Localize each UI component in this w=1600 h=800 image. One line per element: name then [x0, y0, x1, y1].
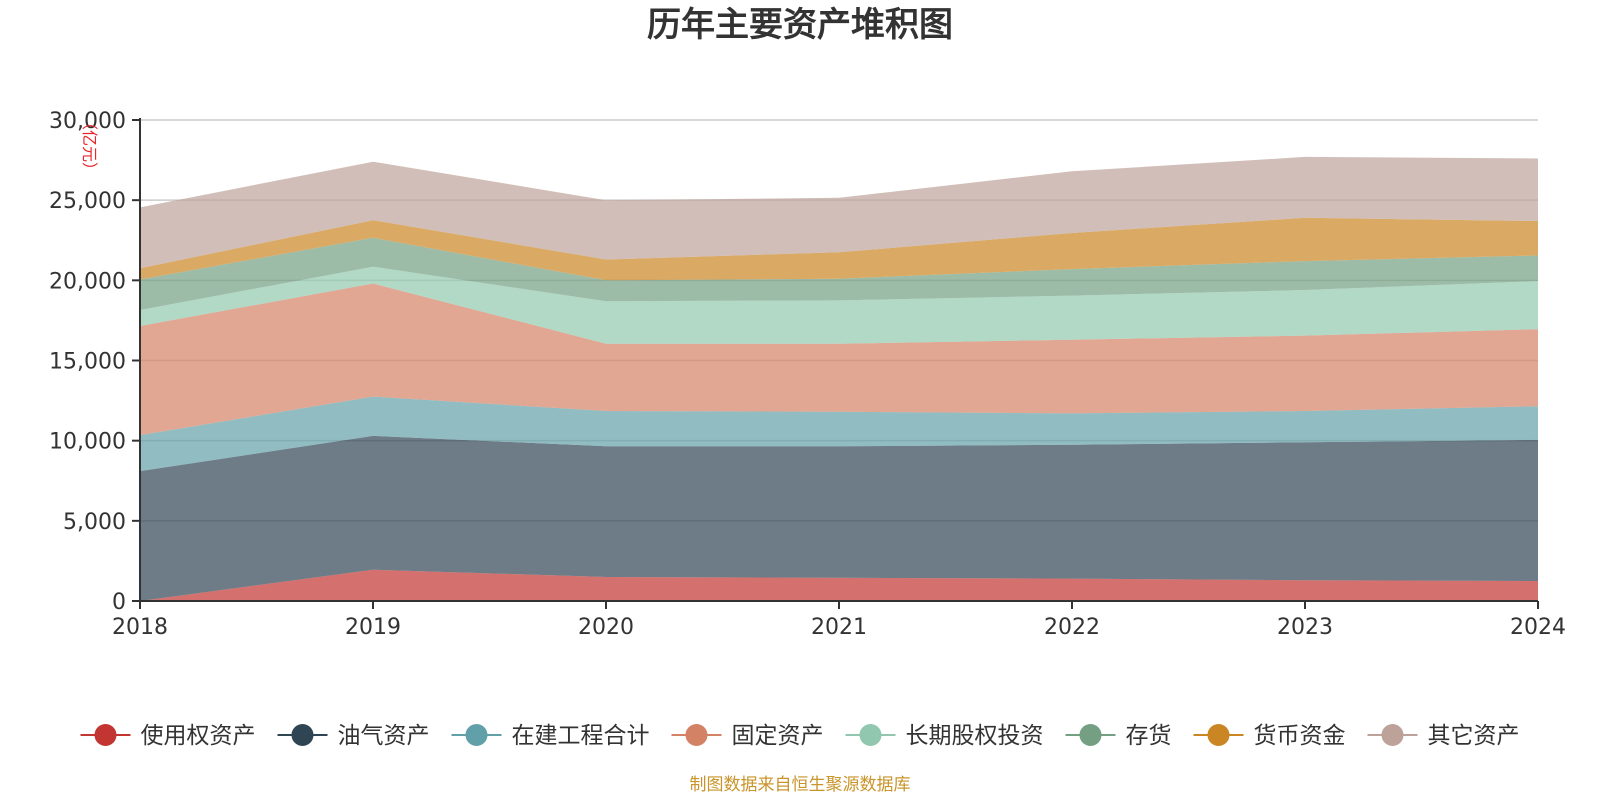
legend-label: 油气资产: [338, 723, 430, 749]
x-tick-label: 2018: [112, 615, 168, 640]
legend-item-5[interactable]: 长期股权投资: [845, 723, 1044, 749]
legend-item-1[interactable]: 使用权资产: [80, 723, 256, 749]
legend-label: 使用权资产: [141, 723, 256, 749]
legend-marker: [94, 724, 117, 746]
legend-item-4[interactable]: 固定资产: [671, 723, 824, 749]
legend-item-8[interactable]: 其它资产: [1367, 723, 1520, 749]
legend-item-3[interactable]: 在建工程合计: [451, 723, 650, 749]
area-7: [140, 217, 1538, 281]
chart-title: 历年主要资产堆积图: [647, 5, 953, 45]
y-axis-unit-label: （亿元）: [80, 114, 99, 178]
area-8: [140, 156, 1538, 269]
legend-label: 货币资金: [1254, 723, 1346, 749]
legend-item-2[interactable]: 油气资产: [277, 723, 430, 749]
legend-marker: [465, 724, 488, 746]
area-series: [140, 156, 1538, 601]
x-tick-label: 2022: [1044, 615, 1100, 640]
area-4: [140, 283, 1538, 436]
legend-label: 长期股权投资: [906, 723, 1044, 749]
y-tick-label: 10,000: [49, 430, 126, 455]
legend-label: 存货: [1126, 723, 1172, 749]
legend-marker: [1079, 724, 1102, 746]
area-6: [140, 237, 1538, 310]
legend[interactable]: 使用权资产 油气资产 在建工程合计 固定资产 长期股权投资 存货 货币资金 其它资产: [80, 723, 1520, 749]
source-note: 制图数据来自恒生聚源数据库: [690, 775, 911, 795]
legend-marker: [1381, 724, 1404, 746]
legend-label: 其它资产: [1428, 723, 1520, 749]
x-tick-label: 2024: [1510, 615, 1566, 640]
area-5: [140, 266, 1538, 344]
x-tick-label: 2023: [1277, 615, 1333, 640]
x-tick-label: 2019: [345, 615, 401, 640]
legend-label: 固定资产: [732, 723, 824, 749]
y-tick-label: 25,000: [49, 189, 126, 214]
legend-marker: [685, 724, 708, 746]
legend-item-7[interactable]: 货币资金: [1193, 723, 1346, 749]
area-1: [140, 569, 1538, 601]
y-tick-label: 15,000: [49, 350, 126, 375]
area-3: [140, 396, 1538, 472]
y-tick-label: 0: [112, 590, 126, 615]
legend-label: 在建工程合计: [512, 723, 650, 749]
x-tick-label: 2021: [811, 615, 867, 640]
x-tick-label: 2020: [578, 615, 634, 640]
y-tick-label: 20,000: [49, 269, 126, 294]
y-tick-label: 30,000: [49, 109, 126, 134]
legend-marker: [291, 724, 314, 746]
axes: 0 5,000 10,000 15,000 20,000 25,000 30,000 2018…: [49, 109, 1566, 640]
legend-item-6[interactable]: 存货: [1065, 723, 1172, 749]
legend-marker: [859, 724, 882, 746]
area-2: [140, 435, 1538, 601]
legend-marker: [1207, 724, 1230, 746]
y-tick-label: 5,000: [63, 510, 126, 535]
